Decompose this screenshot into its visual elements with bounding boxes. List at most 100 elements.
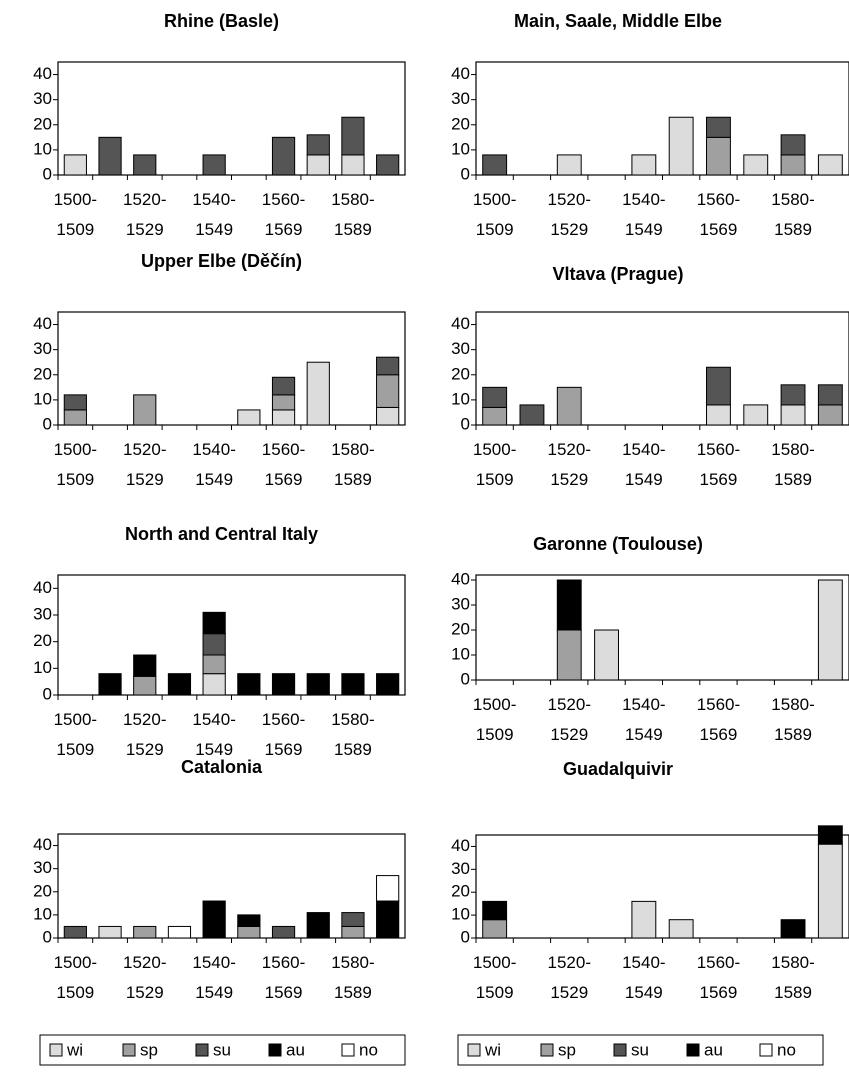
legend-label: au [704, 1040, 723, 1059]
bar-segment [237, 409, 261, 426]
x-tick-label: 1560- 1569 [696, 695, 741, 744]
bar-segment [341, 912, 365, 927]
y-tick-label: 40 [33, 578, 52, 597]
bar-segment [341, 116, 365, 156]
y-tick-label: 30 [451, 339, 470, 358]
y-tick-label: 30 [33, 339, 52, 358]
legend-label: no [359, 1040, 378, 1059]
bar-segment [743, 404, 769, 426]
y-tick-label: 30 [451, 594, 470, 613]
bar-segment [817, 825, 843, 845]
y-tick-label: 0 [43, 414, 52, 433]
x-tick-label: 1520- 1529 [547, 953, 591, 1002]
bar-segment [271, 925, 296, 939]
y-tick-label: 10 [33, 139, 52, 158]
bar-segment [98, 136, 122, 176]
x-tick-label: 1560- 1569 [261, 190, 306, 239]
bar-segment [482, 406, 508, 426]
y-tick-label: 20 [451, 364, 470, 383]
x-tick-label: 1580- 1589 [771, 440, 815, 489]
legend-swatch [49, 1043, 63, 1057]
y-tick-label: 20 [33, 881, 52, 900]
bar-segment [817, 843, 843, 939]
legend-label: wi [484, 1040, 501, 1059]
x-tick-label: 1520- 1529 [547, 190, 591, 239]
bar-segment [202, 654, 226, 675]
bar-segment [706, 136, 731, 176]
bar-segment [376, 154, 400, 176]
x-tick-label: 1500- 1509 [472, 695, 517, 744]
x-tick-label: 1540- 1549 [192, 190, 236, 239]
bar-segment [482, 386, 508, 408]
y-tick-label: 40 [451, 569, 470, 588]
plot-frame [475, 574, 849, 681]
bar-segment [306, 154, 330, 176]
bar-segment [202, 154, 226, 176]
y-tick-label: 0 [43, 927, 52, 946]
x-tick-label: 1580- 1589 [771, 695, 815, 744]
bar-segment [668, 919, 694, 939]
x-tick-label: 1520- 1529 [123, 953, 167, 1002]
x-tick-label: 1540- 1549 [192, 440, 236, 489]
bar-segment [376, 673, 400, 696]
y-tick-label: 30 [33, 604, 52, 623]
bar-segment [133, 925, 157, 939]
legend-label: sp [140, 1040, 158, 1059]
bar-segment [817, 384, 843, 406]
bar-segment [594, 629, 619, 681]
x-tick-label: 1500- 1509 [472, 953, 517, 1002]
x-tick-label: 1520- 1529 [123, 440, 167, 489]
bar-segment [202, 611, 226, 635]
bar-segment [202, 900, 226, 939]
chart-title: Catalonia [181, 757, 263, 777]
legend-swatch [195, 1043, 209, 1057]
x-tick-label: 1560- 1569 [261, 953, 306, 1002]
bar-segment [556, 629, 582, 681]
y-tick-label: 0 [461, 414, 470, 433]
chart-title: Rhine (Basle) [164, 11, 279, 31]
y-tick-label: 40 [33, 314, 52, 333]
bar-segment [98, 673, 122, 696]
bar-segment [341, 673, 365, 696]
bar-segment [780, 919, 806, 939]
legend-label: su [631, 1040, 649, 1059]
bar-segment [133, 654, 157, 677]
x-tick-label: 1520- 1529 [123, 710, 167, 759]
bar-segment [706, 116, 731, 138]
bar-segment [376, 900, 400, 939]
bar-segment [98, 925, 122, 939]
y-tick-label: 30 [451, 859, 470, 878]
bar-segment [63, 154, 87, 176]
x-tick-label: 1540- 1549 [622, 953, 666, 1002]
bar-segment [63, 394, 87, 411]
legend-swatch [341, 1043, 355, 1057]
y-tick-label: 40 [33, 835, 52, 854]
bar-segment [556, 579, 582, 631]
bar-segment [306, 673, 330, 696]
y-tick-label: 10 [451, 139, 470, 158]
bar-segment [167, 925, 192, 939]
bar-segment [706, 366, 731, 406]
bar-segment [780, 404, 806, 426]
bar-segment [482, 900, 508, 921]
y-tick-label: 20 [451, 619, 470, 638]
bar-segment [202, 633, 226, 656]
legend-swatch [467, 1043, 481, 1057]
plot-frame [57, 311, 406, 426]
x-tick-label: 1560- 1569 [261, 710, 306, 759]
bar-segment [341, 925, 365, 939]
bar-segment [556, 386, 582, 426]
y-tick-label: 10 [451, 389, 470, 408]
x-tick-label: 1580- 1589 [331, 710, 375, 759]
x-tick-label: 1500- 1509 [472, 190, 517, 239]
x-tick-label: 1560- 1569 [696, 440, 741, 489]
x-tick-label: 1580- 1589 [771, 953, 815, 1002]
chart-title: Vltava (Prague) [552, 264, 683, 284]
y-tick-label: 10 [33, 904, 52, 923]
bar-segment [743, 154, 769, 176]
y-tick-label: 40 [33, 64, 52, 83]
bar-segment [631, 154, 657, 176]
legend-label: no [777, 1040, 796, 1059]
y-tick-label: 40 [451, 836, 470, 855]
bar-segment [376, 875, 400, 902]
